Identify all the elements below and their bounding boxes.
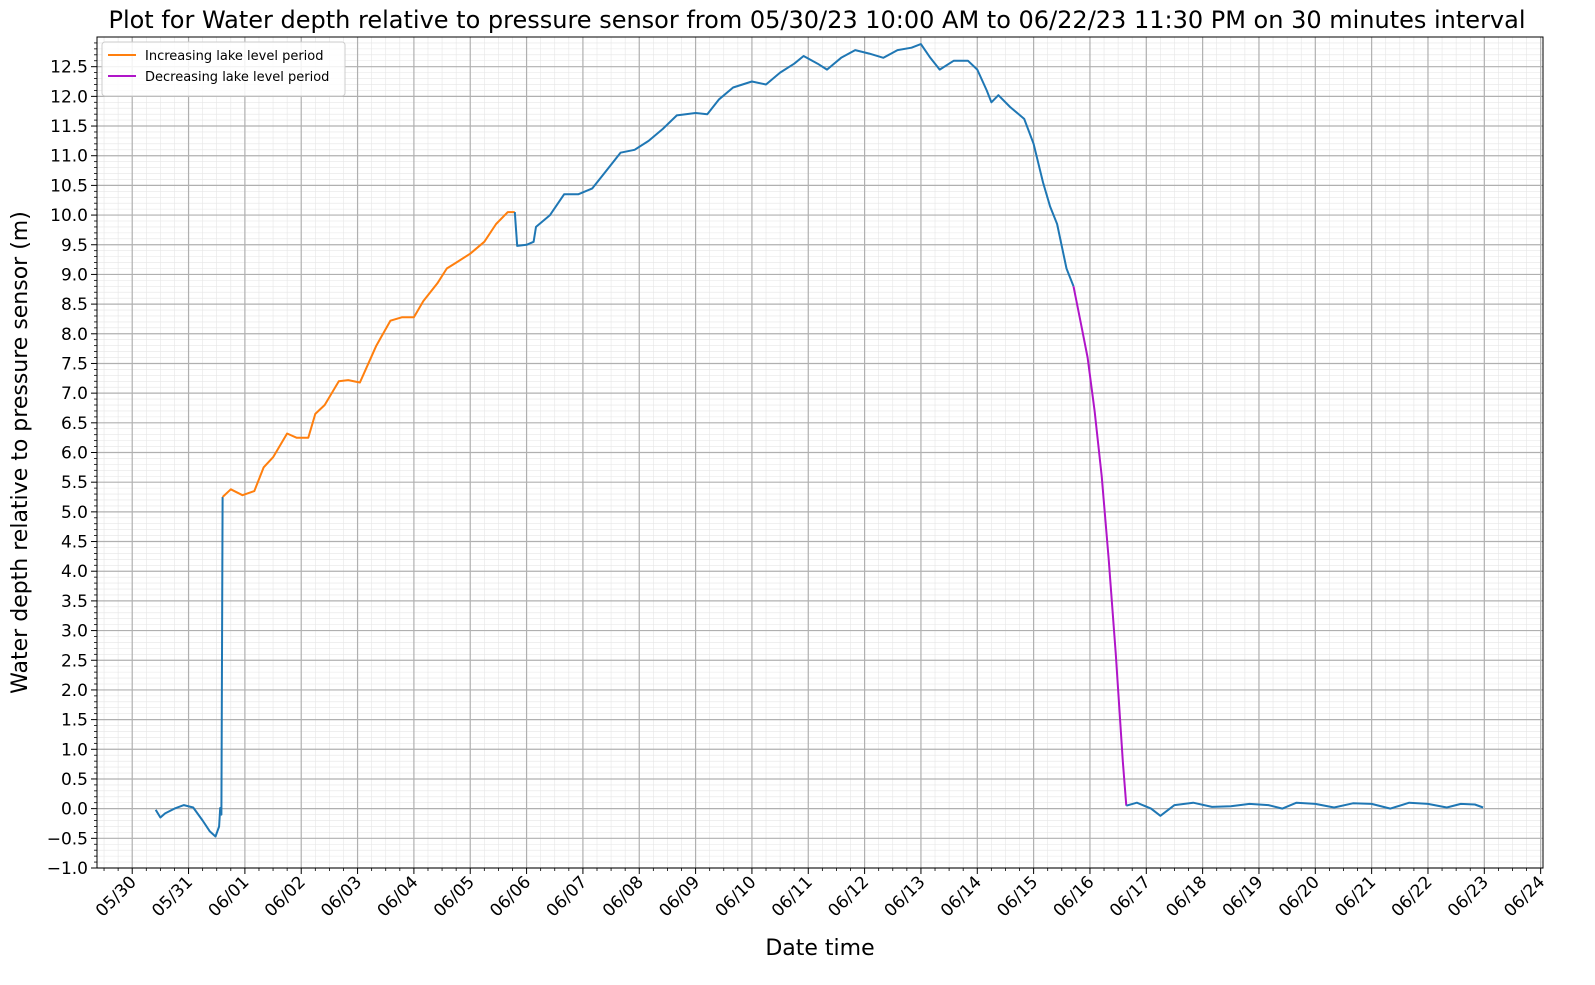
y-tick-label: 10.0 (50, 206, 88, 226)
series-line-4 (1072, 286, 1128, 806)
y-tick-label: 8.5 (61, 295, 88, 315)
y-tick-label: 9.5 (61, 236, 88, 256)
series-layer (154, 43, 1484, 838)
y-axis-title: Water depth relative to pressure sensor … (8, 211, 33, 694)
y-tick-label: 0.5 (61, 770, 88, 790)
y-tick-label: −0.5 (47, 829, 88, 849)
series-line-3 (513, 43, 1075, 287)
y-tick-label: 12.5 (50, 58, 88, 78)
y-tick-label: 1.5 (61, 711, 88, 731)
y-tick-label: 9.0 (61, 265, 88, 285)
chart-title: Plot for Water depth relative to pressur… (108, 6, 1525, 34)
y-tick-label: 1.0 (61, 740, 88, 760)
series-line-1 (154, 496, 224, 838)
legend: Increasing lake level period Decreasing l… (101, 41, 346, 97)
major-grid (97, 37, 1543, 869)
legend-label: Decreasing lake level period (145, 70, 329, 85)
y-tick-label: 3.5 (61, 592, 88, 612)
y-tick-label: 10.5 (50, 176, 88, 196)
y-tick-label: −1.0 (47, 859, 88, 879)
y-tick-label: 6.5 (61, 414, 88, 434)
legend-box (101, 41, 346, 97)
y-tick-label: 11.0 (50, 147, 88, 167)
y-tick-label: 0.0 (61, 800, 88, 820)
y-tick-label: 11.5 (50, 117, 88, 137)
y-tick-label: 6.0 (61, 444, 88, 464)
y-tick-label: 7.5 (61, 354, 88, 374)
y-tick-label: 5.5 (61, 473, 88, 493)
y-tick-label: 5.0 (61, 503, 88, 523)
x-axis-title: Date time (765, 936, 874, 961)
y-tick-label: 8.0 (61, 325, 88, 345)
series-line-5 (1126, 801, 1484, 817)
y-axis: −1.0 −0.5 0.0 0.5 1.0 1.5 2.0 2.5 3.0 3.5 4.0 4.5 5.… (47, 42, 97, 879)
y-tick-label: 4.0 (61, 562, 88, 582)
y-tick-label: 7.0 (61, 384, 88, 404)
y-tick-label: 3.0 (61, 622, 88, 642)
y-tick-label: 2.5 (61, 651, 88, 671)
legend-label: Increasing lake level period (145, 49, 323, 64)
y-tick-label: 4.5 (61, 533, 88, 553)
y-tick-label: 2.0 (61, 681, 88, 701)
series-line-2 (221, 211, 515, 498)
y-tick-label: 12.0 (50, 87, 88, 107)
